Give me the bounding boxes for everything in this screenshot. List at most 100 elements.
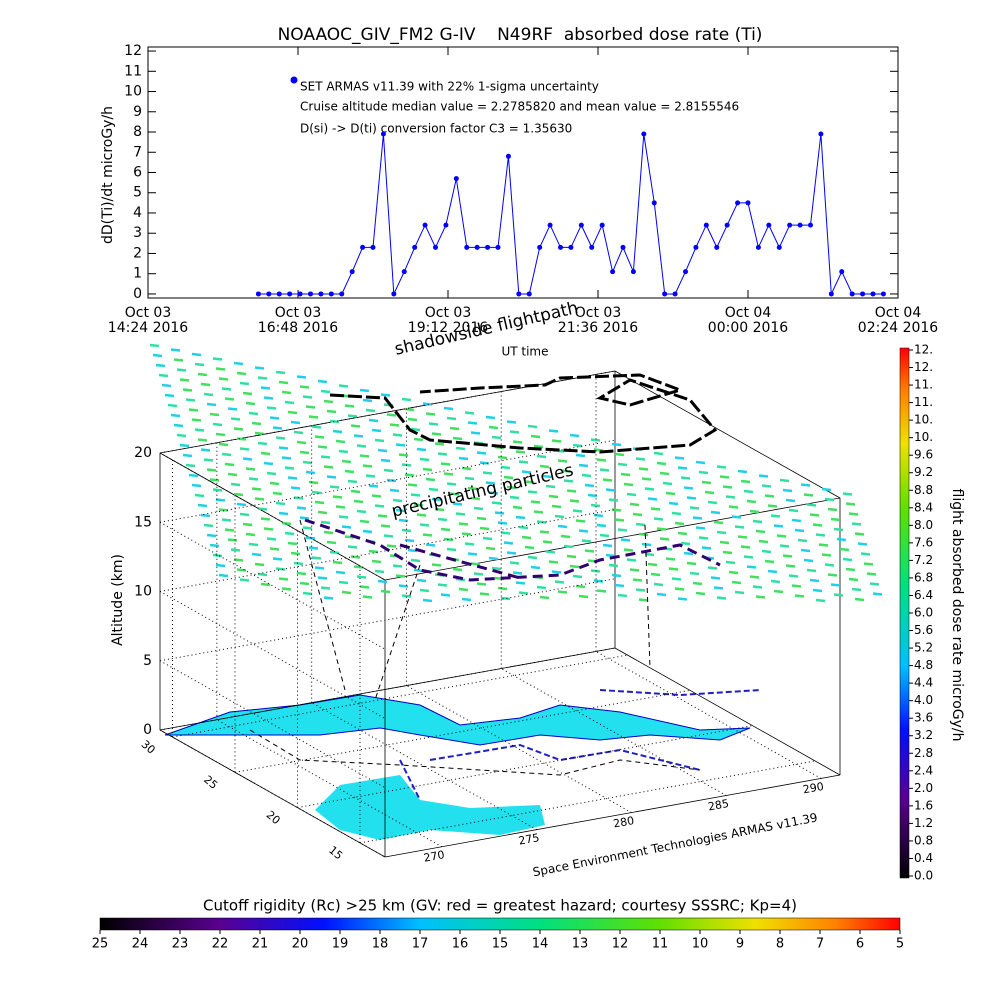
particle (461, 466, 472, 471)
particle (632, 512, 643, 517)
particle (761, 484, 772, 488)
particle (569, 499, 580, 503)
particle (338, 384, 349, 388)
particle (806, 568, 817, 573)
particle (509, 561, 520, 565)
particle (521, 470, 532, 474)
particle (467, 486, 478, 491)
particle (656, 592, 667, 597)
particle (482, 536, 493, 541)
data-point (735, 200, 741, 206)
particle (518, 591, 529, 595)
colorbar-tick-label: 8 (776, 937, 784, 952)
particle (218, 442, 229, 447)
particle (572, 509, 583, 513)
particle (218, 508, 229, 512)
particle (848, 512, 859, 516)
colorbar-tick-label: 0.4 (914, 851, 933, 865)
particle (269, 481, 280, 486)
particle (341, 590, 352, 595)
particle (437, 517, 448, 522)
particle (290, 486, 301, 490)
particle (236, 568, 247, 572)
particle (440, 527, 451, 532)
particle (791, 518, 802, 523)
y-tick-label: 4 (133, 205, 142, 221)
particle (278, 577, 289, 581)
colorbar-tick-label: 4.8 (914, 658, 933, 672)
particle (452, 502, 463, 506)
particle (629, 568, 640, 572)
particle (482, 471, 493, 475)
particle (266, 406, 277, 410)
particle (833, 593, 844, 597)
particle (650, 572, 661, 577)
x-tick-label: 270 (423, 848, 446, 864)
grid-line (159, 521, 386, 650)
data-point (693, 244, 699, 250)
data-point (516, 291, 522, 297)
particle (779, 478, 790, 483)
x-tick-label: 275 (517, 831, 540, 847)
scene (149, 343, 883, 858)
colorbar-tick-label: 11. (914, 378, 933, 392)
particle (260, 451, 271, 456)
particle (716, 530, 727, 535)
particle (569, 433, 580, 438)
annotation: D(si) -> D(ti) conversion factor C3 = 1.… (300, 122, 572, 136)
particle (224, 528, 235, 532)
particle (512, 505, 523, 510)
colorbar-tick-label: 11. (914, 395, 933, 409)
particle (389, 488, 400, 493)
box-edge (614, 370, 841, 499)
particle (461, 597, 472, 602)
particle (218, 377, 229, 381)
particle (374, 569, 385, 574)
particle (476, 451, 487, 455)
particle (749, 509, 760, 514)
particle (731, 580, 742, 585)
particle (668, 567, 679, 571)
particle (500, 531, 511, 535)
particle (314, 566, 325, 570)
particle (812, 523, 823, 527)
particle (746, 499, 757, 504)
particle (227, 407, 238, 411)
particle (200, 448, 211, 452)
particle (488, 556, 499, 561)
data-point (370, 244, 376, 250)
particle (401, 397, 412, 402)
particle (590, 503, 601, 508)
particle (152, 353, 163, 358)
particle (656, 461, 667, 466)
particle (425, 543, 436, 547)
particle (299, 450, 310, 455)
particle (242, 457, 253, 461)
particle (293, 561, 304, 566)
particle (350, 424, 361, 428)
colorbar-tick-label: 6.4 (914, 588, 933, 602)
particle (782, 488, 793, 493)
particle (557, 524, 568, 529)
particle (794, 528, 805, 533)
particle (677, 531, 688, 536)
particle (422, 533, 433, 537)
particle (350, 555, 361, 559)
particle (662, 481, 673, 486)
particle (275, 567, 286, 571)
particle (605, 553, 616, 558)
particle (536, 454, 547, 459)
particle (617, 528, 628, 532)
particle (572, 443, 583, 448)
particle (251, 552, 262, 557)
particle (659, 471, 670, 476)
particle (680, 476, 691, 480)
particle (305, 405, 316, 409)
particle (527, 490, 538, 494)
particle (569, 564, 580, 569)
z-tick-label: 0 (143, 722, 152, 738)
box-edge (159, 452, 386, 581)
particle (230, 417, 241, 421)
particle (269, 547, 280, 551)
